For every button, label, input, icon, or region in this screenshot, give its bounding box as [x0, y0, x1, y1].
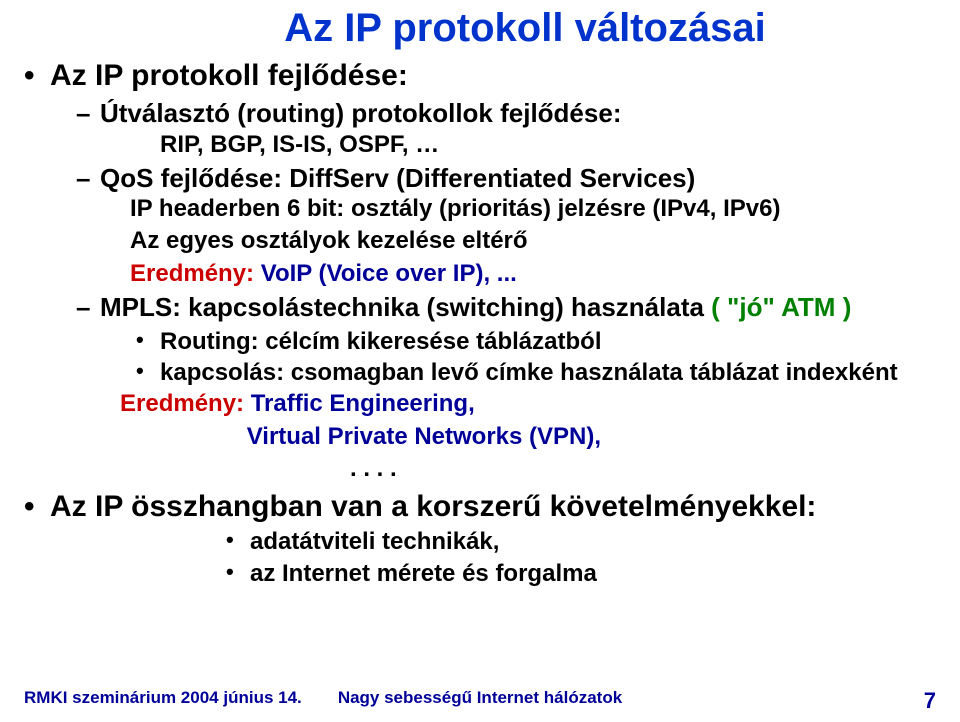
result-te: Eredmény: Traffic Engineering, [100, 388, 940, 419]
footer: Nagy sebességű Internet hálózatok RMKI s… [0, 688, 960, 714]
result-voip-label: Eredmény: [130, 260, 254, 287]
slide-title: Az IP protokoll változásai [20, 6, 940, 51]
sub-routing: Útválasztó (routing) protokollok fejlődé… [50, 97, 940, 160]
sub-qos: QoS fejlődése: DiffServ (Differentiated … [50, 162, 940, 290]
osszhang-adatatvitel-text: adatátviteli technikák, [250, 528, 499, 555]
result-vpn-pad [120, 423, 247, 450]
sub-list-1: Útválasztó (routing) protokollok fejlődé… [50, 97, 940, 484]
sub-qos-text: QoS fejlődése: DiffServ (Differentiated … [100, 163, 695, 193]
result-voip: Eredmény: VoIP (Voice over IP), ... [100, 258, 940, 289]
osszhang-internet: az Internet mérete és forgalma [50, 558, 940, 589]
result-te-label: Eredmény: [120, 390, 244, 417]
bullet-osszhang: Az IP összhangban van a korszerű követel… [20, 490, 940, 588]
osszhang-adatatvitel: adatátviteli technikák, [50, 526, 940, 557]
mpls-routing-text: Routing: célcím kikeresése táblázatból [160, 328, 601, 355]
mpls-kapcsolas: kapcsolás: csomagban levő címke használa… [100, 357, 940, 388]
sub-qos-line3: Az egyes osztályok kezelése eltérő [100, 226, 940, 256]
sub-mpls-text: MPLS: kapcsolástechnika (switching) hasz… [100, 292, 704, 322]
result-vpn-value: Virtual Private Networks (VPN), [247, 423, 601, 450]
slide: Az IP protokoll változásai Az IP protoko… [0, 0, 960, 722]
top-list: Az IP protokoll fejlődése: Útválasztó (r… [20, 59, 940, 589]
result-te-value1: Traffic Engineering, [244, 390, 475, 417]
sub-mpls: MPLS: kapcsolástechnika (switching) hasz… [50, 291, 940, 484]
osszhang-dot-list: adatátviteli technikák, az Internet mére… [50, 526, 940, 588]
bullet-ip-fejlodese-text: Az IP protokoll fejlődése: [50, 59, 408, 92]
bullet-ip-fejlodese: Az IP protokoll fejlődése: Útválasztó (r… [20, 59, 940, 484]
sub-qos-line2: IP headerben 6 bit: osztály (prioritás) … [100, 194, 940, 224]
result-vpn: Virtual Private Networks (VPN), [100, 421, 940, 452]
footer-center: Nagy sebességű Internet hálózatok [0, 688, 960, 708]
osszhang-internet-text: az Internet mérete és forgalma [250, 560, 597, 587]
mpls-routing: Routing: célcím kikeresése táblázatból [100, 326, 940, 357]
sub-mpls-atm: ( "jó" ATM ) [704, 292, 851, 322]
result-voip-value: VoIP (Voice over IP), ... [254, 260, 517, 287]
bullet-osszhang-text: Az IP összhangban van a korszerű követel… [50, 490, 816, 523]
mpls-kapcsolas-text: kapcsolás: csomagban levő címke használa… [160, 359, 898, 386]
mpls-dot-list: Routing: célcím kikeresése táblázatból k… [100, 326, 940, 388]
sub-routing-line2: RIP, BGP, IS-IS, OSPF, … [100, 130, 940, 160]
sub-routing-text: Útválasztó (routing) protokollok fejlődé… [100, 98, 621, 128]
dots: . . . . [100, 454, 940, 484]
